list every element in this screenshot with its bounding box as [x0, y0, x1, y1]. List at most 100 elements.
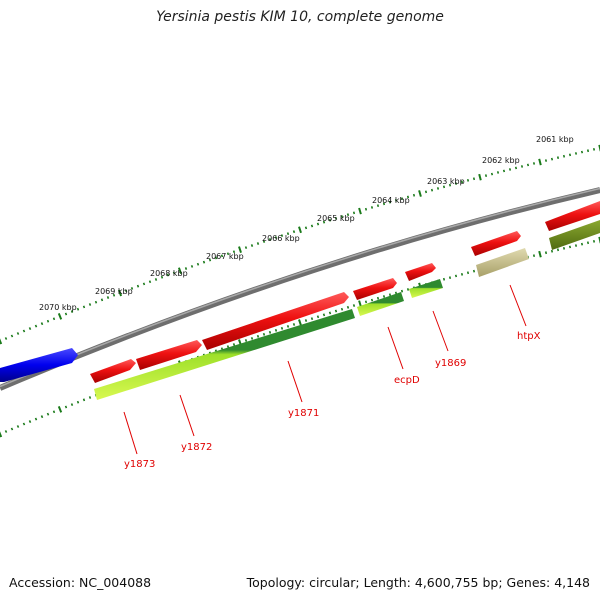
outer-minor-tick [484, 174, 488, 177]
inner-major-tick [538, 250, 542, 258]
feature-green-long[interactable] [94, 309, 355, 400]
gene-label-y1869[interactable]: y1869 [435, 358, 466, 369]
inner-minor-tick [346, 305, 350, 309]
outer-minor-tick [310, 224, 314, 228]
inner-minor-tick [82, 398, 86, 402]
tick-label-2064: 2064 kbp [372, 196, 410, 205]
outer-minor-tick [256, 242, 260, 245]
outer-minor-tick [322, 220, 326, 224]
gene-label-y1873[interactable]: y1873 [124, 459, 155, 470]
outer-minor-tick [250, 244, 254, 247]
outer-minor-tick [448, 183, 452, 187]
inner-minor-tick [316, 315, 320, 319]
inner-minor-tick [52, 410, 56, 414]
inner-major-tick [298, 319, 302, 326]
outer-minor-tick [286, 232, 290, 236]
outer-major-tick [238, 246, 242, 254]
tick-label-2063: 2063 kbp [427, 177, 465, 186]
inner-minor-tick [34, 417, 38, 421]
gene-arrow-blue[interactable] [0, 348, 78, 382]
outer-minor-tick [346, 213, 350, 217]
outer-minor-tick [16, 332, 20, 335]
inner-minor-tick [562, 246, 566, 250]
outer-minor-tick [244, 246, 248, 249]
outer-minor-tick [388, 200, 392, 204]
inner-minor-tick [454, 274, 458, 278]
outer-minor-tick [562, 154, 566, 158]
inner-minor-tick [10, 427, 14, 431]
inner-minor-tick [40, 415, 44, 419]
gene-arrow-edge[interactable] [545, 201, 600, 231]
feature-green-y1869[interactable] [409, 279, 443, 298]
gene-label-htpX[interactable]: htpX [517, 331, 541, 342]
gene-arrow-ecpD[interactable] [353, 278, 397, 300]
outer-minor-tick [136, 284, 140, 288]
inner-minor-tick [322, 313, 326, 317]
outer-minor-tick [274, 236, 278, 239]
outer-minor-tick [172, 271, 176, 275]
outer-minor-tick [526, 163, 530, 167]
outer-minor-tick [88, 303, 92, 306]
inner-minor-tick [232, 343, 236, 346]
gene-label-ecpD[interactable]: ecpD [394, 375, 420, 386]
leader-y1872 [179, 394, 195, 437]
outer-minor-tick [496, 171, 500, 174]
outer-minor-tick [76, 307, 80, 311]
outer-minor-tick [190, 265, 194, 268]
inner-minor-tick [268, 330, 272, 334]
inner-tick-track [0, 236, 600, 438]
leader-ecpD [387, 326, 404, 370]
genome-backbone [0, 187, 600, 391]
outer-minor-tick [454, 182, 458, 185]
outer-minor-tick [166, 273, 170, 277]
gene-arrow-y1872[interactable] [136, 340, 202, 370]
outer-minor-tick [4, 337, 8, 340]
outer-minor-tick [550, 157, 554, 161]
outer-minor-tick [394, 198, 398, 202]
inner-minor-tick [442, 277, 446, 281]
outer-minor-tick [592, 147, 596, 151]
inner-minor-tick [352, 304, 356, 307]
label-leader-lines [123, 284, 527, 455]
outer-minor-tick [292, 230, 296, 234]
inner-minor-tick [568, 245, 572, 249]
tick-label-2069: 2069 kbp [95, 287, 133, 296]
inner-minor-tick [70, 403, 74, 406]
inner-minor-tick [364, 300, 368, 304]
outer-major-tick [538, 158, 542, 166]
gene-arrow-htpX[interactable] [471, 231, 521, 256]
inner-minor-tick [400, 289, 404, 293]
gene-arrow-y1873[interactable] [90, 359, 136, 383]
outer-minor-tick [340, 215, 344, 218]
outer-minor-tick [70, 310, 74, 313]
outer-major-tick [177, 267, 183, 275]
outer-minor-tick [304, 226, 308, 230]
outer-minor-tick [430, 188, 434, 192]
outer-minor-tick [196, 262, 200, 266]
feature-olive-edge[interactable] [549, 220, 600, 250]
outer-minor-tick [580, 150, 584, 154]
inner-minor-tick [532, 254, 536, 258]
outer-minor-tick [442, 185, 446, 189]
gene-arrow-y1869[interactable] [405, 263, 436, 281]
inner-minor-tick [280, 326, 284, 330]
accession-label: Accession: NC_004088 [9, 575, 152, 590]
backbone-highlight [0, 187, 600, 388]
outer-minor-tick [514, 166, 518, 170]
leader-y1869 [432, 310, 449, 352]
feature-tan-htpX[interactable] [476, 248, 529, 277]
inner-minor-tick [550, 249, 554, 253]
outer-minor-tick [400, 197, 404, 201]
gene-label-y1872[interactable]: y1872 [181, 442, 212, 453]
inner-minor-tick [406, 288, 410, 291]
outer-minor-tick [490, 172, 494, 176]
tick-label-2070: 2070 kbp [39, 303, 77, 312]
outer-minor-tick [22, 329, 26, 333]
feature-green-ecpD[interactable] [357, 292, 404, 316]
leader-y1873 [123, 411, 138, 455]
gene-arrow-y1871[interactable] [202, 292, 349, 350]
inner-minor-tick [376, 296, 380, 300]
outer-major-tick [358, 207, 362, 215]
gene-label-y1871[interactable]: y1871 [288, 408, 319, 419]
